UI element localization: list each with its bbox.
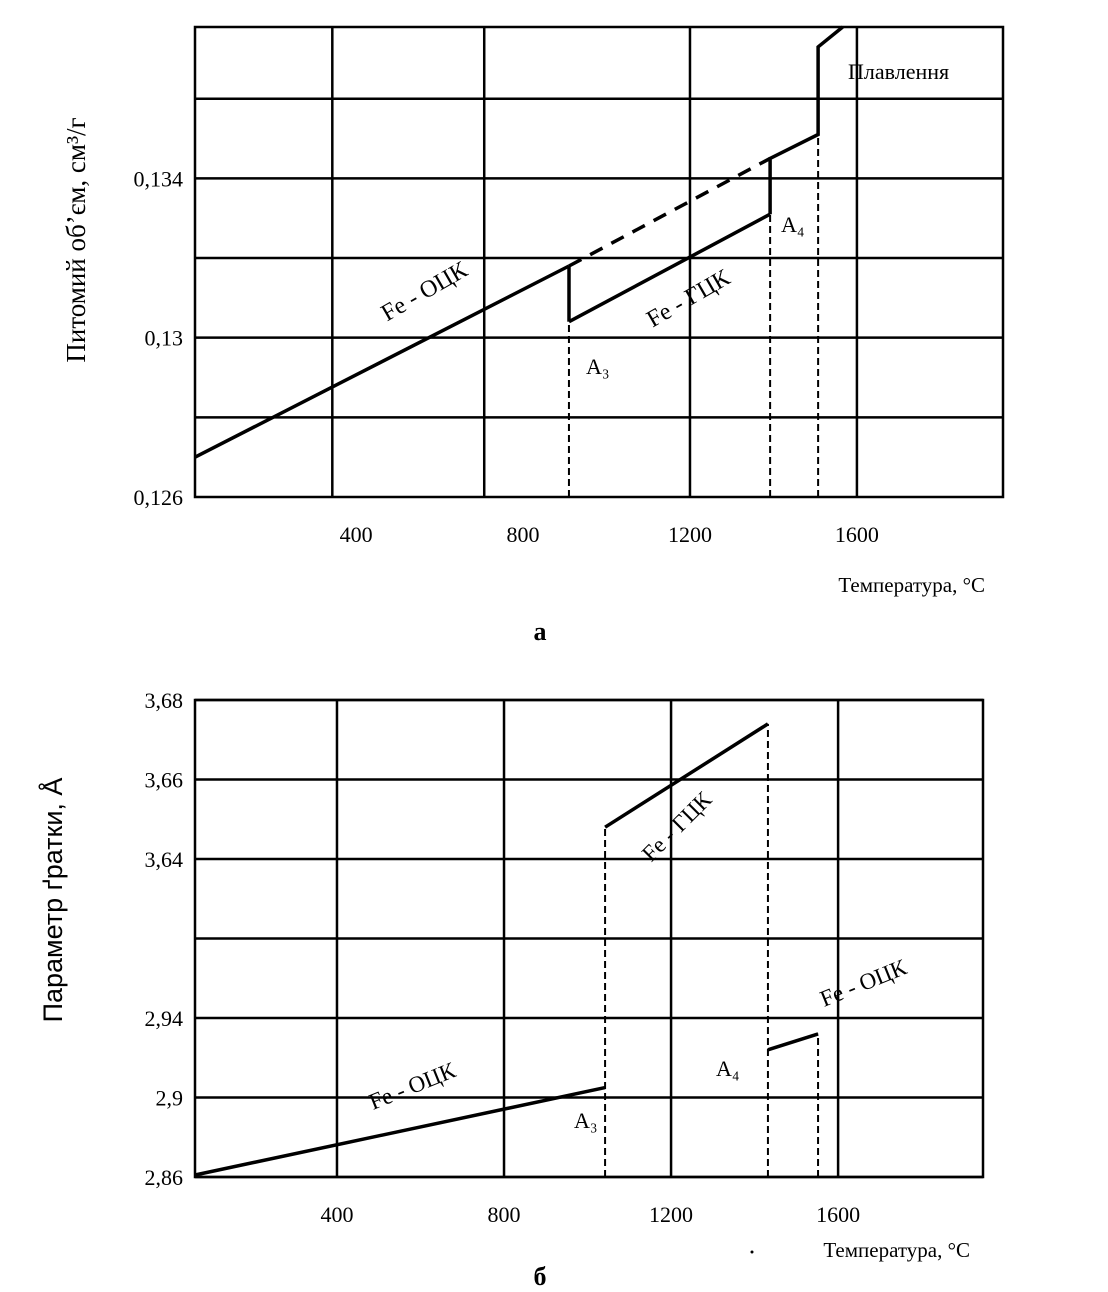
chart-b-lines	[194, 722, 820, 1177]
chart-b-series-line	[194, 1085, 606, 1177]
chart-b-series-line	[767, 1032, 819, 1052]
chart-b-annotation-bcc-high: Fe - ОЦК	[816, 954, 910, 1011]
chart-a-x-tick-label: 1200	[668, 522, 712, 547]
chart-b-y-tick-label: 2,9	[156, 1086, 184, 1111]
chart-a-annotation-a4: A₄	[781, 212, 805, 237]
chart-b-y-tick-label: 3,64	[145, 847, 184, 872]
chart-a-grid	[193, 25, 1005, 499]
chart-b-annotation-a3: A₃	[574, 1108, 598, 1133]
chart-a-lines	[194, 25, 844, 497]
chart-b-annotation-bcc: Fe - ОЦК	[365, 1057, 459, 1114]
chart-b-x-tick-label: 400	[320, 1202, 353, 1227]
chart-a-series-line	[568, 212, 771, 324]
chart-a-ticks: 400 800 1200 1600 0,126 0,13 0,134	[134, 166, 879, 547]
chart-b-x-tick-label: 1200	[649, 1202, 693, 1227]
chart-a-series-line	[194, 264, 570, 459]
chart-a-y-axis-label: Питомий об’єм, см³/г	[61, 117, 91, 362]
chart-b-y-tick-label: 3,68	[145, 688, 184, 713]
chart-b-series-line	[604, 722, 769, 829]
chart-b-y-tick-label: 2,86	[145, 1165, 184, 1190]
chart-b-y-tick-label: 2,94	[145, 1006, 184, 1031]
chart-a-annotation-melting: Плавлення	[848, 59, 949, 84]
chart-a: 400 800 1200 1600 0,126 0,13 0,134 Питомий об’…	[61, 25, 1005, 646]
chart-b-y-tick-label: 3,66	[145, 768, 184, 793]
chart-b-x-tick-label: 1600	[816, 1202, 860, 1227]
chart-a-y-tick-label: 0,134	[134, 166, 184, 191]
chart-b-x-tick-label: 800	[488, 1202, 521, 1227]
chart-a-y-tick-label: 0,126	[134, 485, 184, 510]
chart-a-x-tick-label: 1600	[835, 522, 879, 547]
chart-b: 400 800 1200 1600 2,86 2,9 2,94 3,64 3,66 3,68 Па…	[37, 688, 985, 1291]
chart-a-x-axis-label: Температура, °C	[838, 573, 985, 597]
chart-a-annotation-bcc: Fe - ОЦК	[377, 257, 473, 327]
chart-a-y-tick-label: 0,13	[145, 326, 184, 351]
chart-b-panel-label: б	[534, 1262, 547, 1291]
chart-a-series-line	[768, 25, 844, 215]
chart-a-panel-label: а	[534, 617, 547, 646]
chart-a-x-tick-label: 800	[507, 522, 540, 547]
chart-a-series-line	[568, 156, 771, 268]
chart-b-grid	[193, 698, 985, 1179]
chart-b-annotation-a4: A₄	[716, 1056, 740, 1081]
chart-a-plot-frame	[193, 25, 1005, 499]
chart-b-x-axis-label: Температура, °C	[823, 1238, 970, 1262]
chart-a-x-tick-label: 400	[340, 522, 373, 547]
chart-b-ticks: 400 800 1200 1600 2,86 2,9 2,94 3,64 3,66 3,68	[145, 688, 861, 1227]
stray-dot	[750, 1250, 754, 1254]
chart-a-annotation-a3: A₃	[586, 354, 610, 379]
chart-b-y-axis-label: Параметр ґратки, Å	[37, 778, 68, 1023]
